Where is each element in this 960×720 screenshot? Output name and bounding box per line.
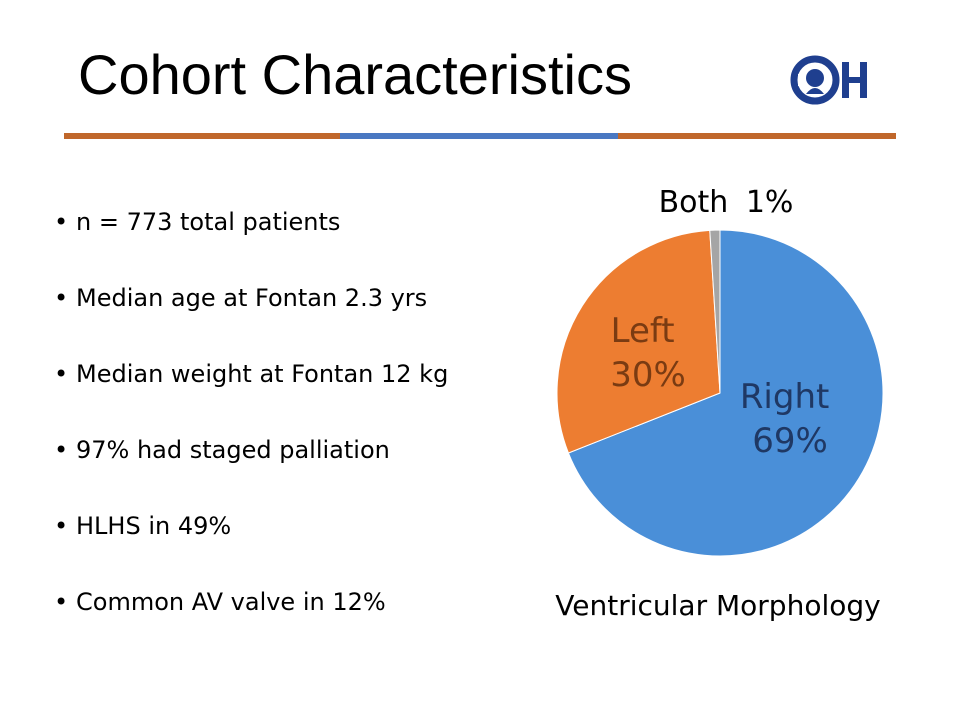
- bullet-item: HLHS in 49%: [54, 504, 448, 580]
- slice-label-both-value: 1%: [746, 185, 794, 220]
- divider-segment-left: [64, 133, 340, 139]
- slice-label-right: Right 69%: [740, 377, 840, 461]
- slice-label-right-name: Right: [740, 377, 830, 417]
- bullet-item: n = 773 total patients: [54, 200, 448, 276]
- slice-label-right-value: 69%: [752, 421, 828, 461]
- pie-chart: Both 1% Left 30% Right 69% Ventricular M…: [555, 185, 884, 622]
- ch-logo: CH: [790, 52, 867, 105]
- logo-text: CH: [790, 52, 792, 53]
- bullet-item: 97% had staged palliation: [54, 428, 448, 504]
- bullet-item: Common AV valve in 12%: [54, 580, 448, 656]
- divider-segment-right: [618, 133, 896, 139]
- slide-title: Cohort Characteristics: [78, 43, 632, 106]
- pie-slice-both: [709, 229, 721, 394]
- bullet-item: Median weight at Fontan 12 kg: [54, 352, 448, 428]
- title-divider: [64, 133, 896, 139]
- bullet-list: n = 773 total patients Median age at Fon…: [54, 200, 448, 656]
- divider-segment-middle: [340, 133, 618, 139]
- slice-label-left-value: 30%: [610, 355, 686, 395]
- pie-slice-right: [567, 229, 884, 557]
- chart-title: Ventricular Morphology: [555, 589, 880, 622]
- pie-slices: [556, 229, 884, 557]
- slice-label-both-name: Both: [659, 185, 729, 220]
- slice-label-left-name: Left: [611, 311, 675, 351]
- bullet-item: Median age at Fontan 2.3 yrs: [54, 276, 448, 352]
- slice-label-left: Left 30%: [610, 311, 686, 395]
- slice-label-both: Both 1%: [659, 185, 794, 220]
- pie-slice-left: [556, 229, 721, 454]
